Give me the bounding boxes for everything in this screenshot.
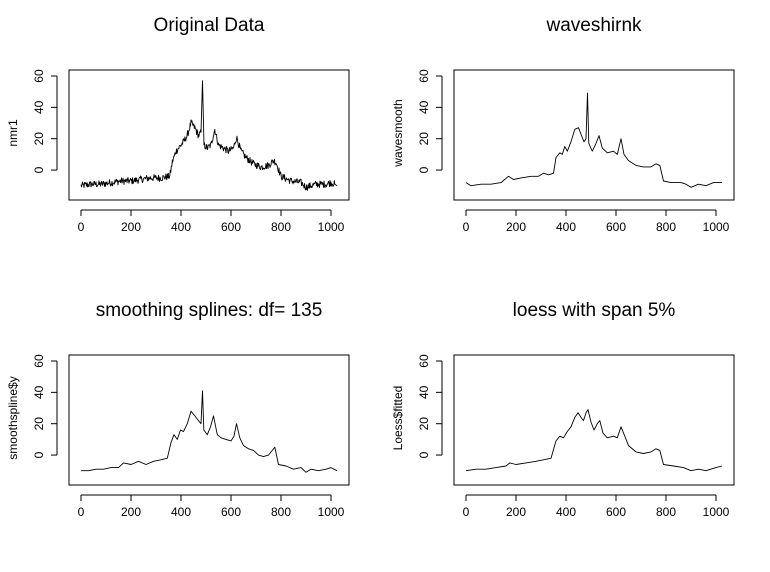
y-tick-label: 0 [417,451,431,458]
data-series-line [465,409,723,472]
y-tick-label: 40 [417,385,431,399]
x-tick-label: 0 [78,505,85,519]
chart-panel-1: Original Data nmr1 0 200 400 600 800 1000 0 20 40 6… [6,15,350,234]
y-tick-label: 20 [417,132,431,146]
x-tick-label: 800 [271,505,291,519]
plot-frame [453,354,735,486]
y-tick-label: 20 [417,417,431,431]
chart-title: loess with span 5% [513,300,676,321]
x-tick-label: 400 [556,220,576,234]
y-tick-label: 60 [417,354,431,368]
y-tick-label: 40 [417,100,431,114]
y-axis-label: nmr1 [6,119,20,147]
x-tick-label: 1000 [318,220,345,234]
x-tick-label: 200 [121,220,141,234]
x-tick-label: 0 [463,220,470,234]
data-series-line [465,92,722,188]
chart-title: smoothing splines: df= 135 [96,300,323,321]
x-tick-label: 0 [463,505,470,519]
y-axis-label: wavesmooth [391,99,405,167]
x-tick-label: 800 [271,220,291,234]
y-axis-label: smoothspline$y [6,376,20,459]
plot-frame [68,354,350,486]
x-tick-label: 400 [171,505,191,519]
x-tick-label: 600 [606,505,626,519]
x-tick-label: 0 [78,220,85,234]
y-tick-label: 0 [417,166,431,173]
y-axis-label: Loess$fitted [391,386,405,451]
y-tick-label: 60 [417,69,431,83]
x-tick-label: 800 [656,505,676,519]
y-tick-label: 60 [32,354,46,368]
x-tick-label: 200 [121,505,141,519]
chart-panel-2: waveshirnk wavesmooth 0 200 400 600 800 1000 0 20… [391,15,735,234]
x-tick-label: 1000 [318,505,345,519]
x-tick-label: 1000 [703,220,730,234]
x-tick-label: 200 [506,220,526,234]
y-tick-label: 0 [32,166,46,173]
y-tick-label: 40 [32,385,46,399]
x-tick-label: 800 [656,220,676,234]
x-tick-label: 600 [221,505,241,519]
plot-frame [453,69,735,201]
chart-title: waveshirnk [545,15,642,36]
x-tick-label: 600 [606,220,626,234]
y-tick-label: 60 [32,69,46,83]
x-tick-label: 400 [171,220,191,234]
y-tick-label: 0 [32,451,46,458]
data-series-line [80,80,338,191]
y-tick-label: 40 [32,100,46,114]
plot-frame [68,69,350,201]
y-tick-label: 20 [32,417,46,431]
x-tick-label: 600 [221,220,241,234]
y-tick-label: 20 [32,132,46,146]
x-tick-label: 200 [506,505,526,519]
x-tick-label: 1000 [703,505,730,519]
data-series-line [81,390,338,473]
chart-title: Original Data [154,15,265,36]
x-tick-label: 400 [556,505,576,519]
chart-panel-3: smoothing splines: df= 135 smoothspline$y… [6,300,350,519]
